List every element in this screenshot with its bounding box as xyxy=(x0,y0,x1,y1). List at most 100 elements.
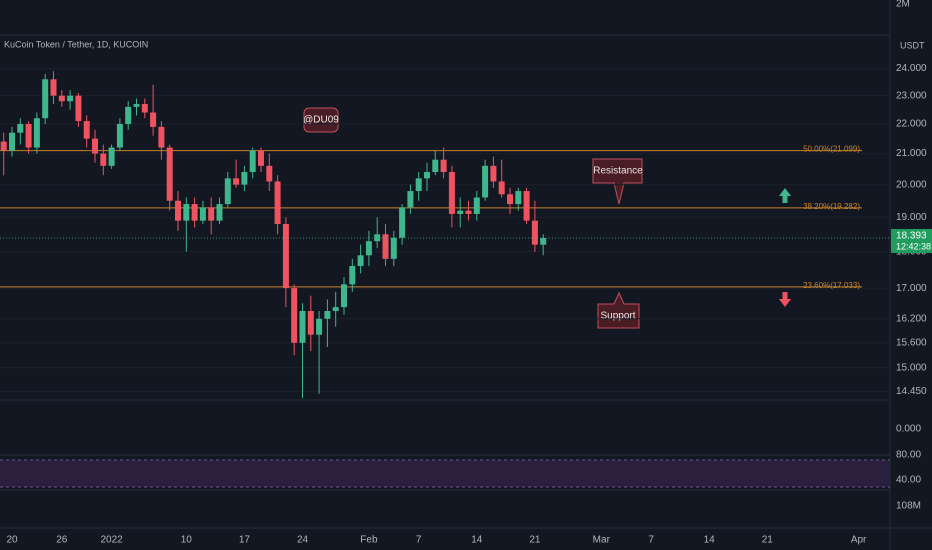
candle-body xyxy=(150,112,157,127)
x-tick-label: 20 xyxy=(6,535,18,546)
currency-label: USDT xyxy=(900,40,925,50)
y-tick-label: 20.000 xyxy=(896,179,927,190)
candle-body xyxy=(67,95,74,102)
candle-body xyxy=(473,197,480,214)
callout xyxy=(303,107,339,133)
fib-label: 38.20%(19.282) xyxy=(803,202,860,211)
candle-body xyxy=(158,126,165,148)
candle-body xyxy=(266,165,273,182)
candle-body xyxy=(332,307,339,311)
down-arrow xyxy=(779,292,791,307)
candle-body xyxy=(432,159,439,173)
y-tick-label: 15.600 xyxy=(896,337,927,348)
candle-body xyxy=(291,288,298,343)
annotation: Resistance xyxy=(593,166,643,177)
candle-body xyxy=(166,147,173,201)
x-tick-label: 10 xyxy=(181,535,193,546)
candle-body xyxy=(274,181,281,225)
candle-body xyxy=(216,204,223,221)
candle-body xyxy=(258,150,264,166)
candle-body xyxy=(540,237,547,245)
y-tick-label: 22.000 xyxy=(896,119,927,130)
candle-body xyxy=(108,147,115,166)
annotation: Support xyxy=(600,311,635,322)
candle-body xyxy=(349,266,356,285)
candle-body xyxy=(33,118,40,148)
x-tick-label: 24 xyxy=(297,535,309,546)
x-tick-label: 2022 xyxy=(100,535,123,546)
volume-label: 2M xyxy=(896,0,910,10)
up-arrow xyxy=(779,188,791,203)
y-tick-label: 21.000 xyxy=(896,148,927,159)
x-tick-label: Mar xyxy=(593,535,611,546)
obv-label: 108M xyxy=(896,501,921,512)
candle-body xyxy=(399,207,406,238)
y-tick-label: 23.000 xyxy=(896,90,927,101)
candle-body xyxy=(341,284,347,308)
x-tick-label: 14 xyxy=(471,535,483,546)
candle-body xyxy=(324,310,331,319)
annotation: @DU09 xyxy=(303,115,339,126)
candle-body xyxy=(50,79,57,96)
y-tick-label: 15.000 xyxy=(896,362,927,373)
candle-body xyxy=(183,204,190,221)
y-tick-label: 19.000 xyxy=(896,212,927,223)
x-tick-label: 26 xyxy=(56,535,68,546)
candle-body xyxy=(42,79,49,119)
candle-body xyxy=(307,310,314,335)
x-tick-label: 7 xyxy=(648,535,654,546)
y-tick-label: 24.000 xyxy=(896,63,927,74)
candle-body xyxy=(490,165,497,182)
candle-body xyxy=(25,123,32,148)
candle-body xyxy=(191,204,198,221)
candle-body xyxy=(208,207,215,221)
callout xyxy=(592,158,643,205)
candle-body xyxy=(199,207,206,221)
candle-body xyxy=(357,255,364,267)
candle-body xyxy=(0,141,7,151)
candle-body xyxy=(100,153,107,166)
candle-body xyxy=(75,95,82,122)
candle-body xyxy=(482,165,489,198)
candle-body xyxy=(465,210,472,214)
candle-body xyxy=(299,310,306,343)
candle-body xyxy=(448,172,455,214)
candle-body xyxy=(9,132,15,151)
candle-body xyxy=(365,241,372,256)
candle-body xyxy=(374,234,381,242)
x-tick-label: Apr xyxy=(851,535,867,546)
candle-body xyxy=(415,178,422,192)
candle-body xyxy=(175,200,181,221)
fib-label: 23.60%(17.033) xyxy=(803,281,860,290)
countdown: 12:42:38 xyxy=(896,241,931,251)
candle-body xyxy=(424,172,430,179)
candle-body xyxy=(507,194,513,205)
candle-body xyxy=(125,106,132,124)
candle-body xyxy=(116,123,123,148)
candle-body xyxy=(382,234,389,259)
x-tick-label: Feb xyxy=(360,535,378,546)
candle-body xyxy=(523,191,530,221)
y-tick-label: 17.000 xyxy=(896,283,927,294)
candle-body xyxy=(282,224,289,289)
fib-label: 50.00%(21.099) xyxy=(803,145,860,154)
x-tick-label: 7 xyxy=(416,535,422,546)
chart-title: KuCoin Token / Tether, 1D, KUCOIN xyxy=(4,39,148,49)
candle-body xyxy=(531,220,538,245)
price-tag xyxy=(891,228,932,253)
candle-body xyxy=(241,172,248,185)
x-tick-label: 17 xyxy=(239,535,251,546)
candle-body xyxy=(249,150,256,173)
candle-body xyxy=(141,104,148,113)
candle-body xyxy=(407,191,414,208)
last-price: 18.393 xyxy=(896,231,927,242)
candle-body xyxy=(92,138,98,154)
candle-body xyxy=(390,237,397,259)
y-tick-label: 16.200 xyxy=(896,313,927,324)
candle-body xyxy=(133,104,140,107)
candle-body xyxy=(58,95,65,102)
candle-body xyxy=(440,159,447,173)
candle-body xyxy=(83,121,90,139)
candle-body xyxy=(224,178,231,205)
